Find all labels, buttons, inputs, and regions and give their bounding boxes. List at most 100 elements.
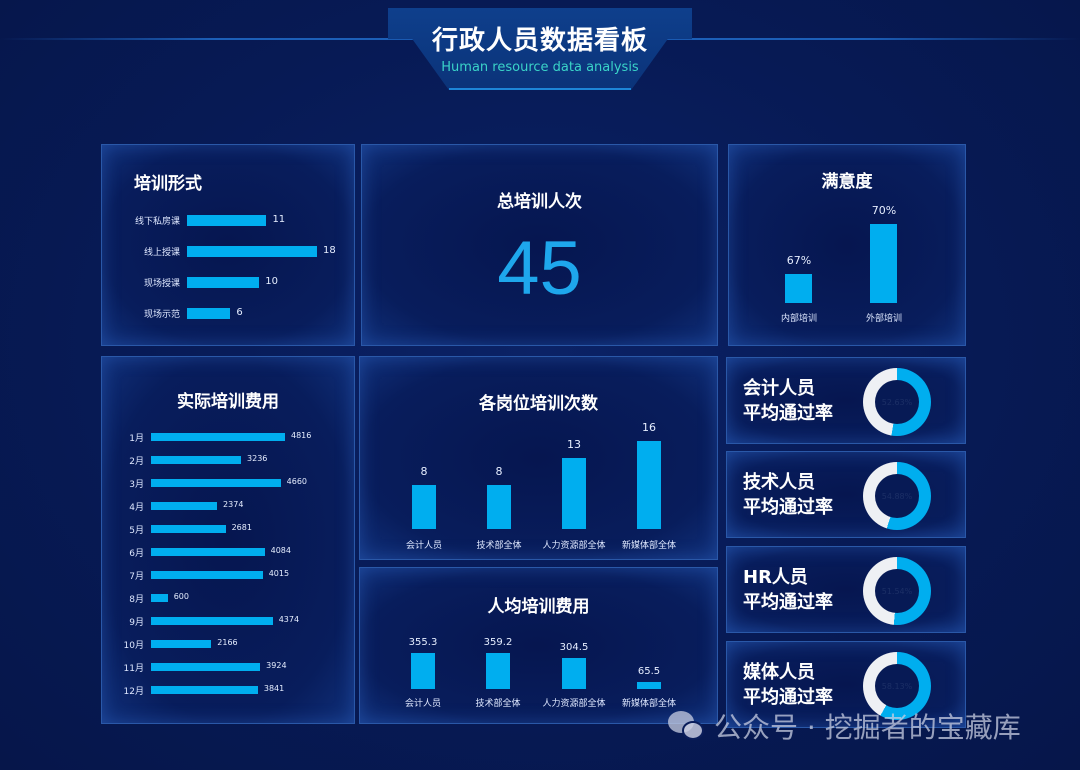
bar — [562, 457, 586, 529]
bar-value: 2374 — [223, 500, 244, 509]
pass-rate-value: 58.13% — [875, 664, 919, 708]
bar-value: 4660 — [286, 477, 308, 486]
panel-title: 人均培训费用 — [487, 597, 590, 617]
pass-rate-label-line2: 平均通过率 — [743, 497, 833, 518]
bar — [486, 653, 510, 689]
bar — [151, 640, 212, 648]
bar — [870, 224, 897, 303]
pass-rate-panel: 媒体人员 平均通过率 58.13% — [726, 641, 966, 728]
bar-value: 70% — [871, 204, 897, 217]
satisfaction-panel: 满意度 67% 内部培训 70% 外部培训 — [728, 144, 966, 346]
month-label: 3月 — [129, 480, 144, 490]
per-capita-cost-panel: 人均培训费用 355.3 会计人员 359.2 技术部全体 304.5 人力资源部全体 65… — [359, 567, 718, 724]
bar — [151, 525, 226, 533]
bar — [785, 274, 812, 303]
pass-rate-donut: 51.54% — [863, 557, 931, 625]
pass-rate-label-line1: 媒体人员 — [743, 662, 815, 683]
bar-value: 3236 — [247, 454, 268, 463]
pass-rate-donut: 52.63% — [863, 368, 931, 436]
bar-value: 359.2 — [483, 637, 513, 648]
bar — [187, 215, 267, 226]
pass-rate-panel: 技术人员平均通过率 54.88% — [726, 451, 966, 538]
training-form-panel: 培训形式 线下私房课 11 线上授课 18 现场授课 10 现场示范 6 — [101, 144, 355, 346]
bar-value: 2166 — [217, 638, 238, 647]
pass-rate-donut: 54.88% — [863, 462, 931, 530]
bar — [412, 485, 436, 529]
bar-value: 355.3 — [408, 637, 438, 649]
bar-label: 现场示范 — [143, 310, 180, 320]
panel-title: 培训形式 — [134, 174, 202, 194]
bar — [151, 548, 265, 556]
bar — [151, 433, 285, 441]
bar-label: 人力资源部全体 — [542, 699, 606, 709]
bar-value: 65.5 — [637, 666, 661, 678]
bar-value: 8 — [420, 465, 428, 478]
bar-value: 11 — [272, 214, 286, 225]
bar — [151, 663, 261, 671]
bar-value: 16 — [642, 421, 656, 434]
bar — [411, 653, 435, 689]
bar-value: 600 — [173, 592, 189, 601]
wechat-icon — [668, 711, 706, 741]
page-title: 行政人员数据看板 — [431, 26, 648, 56]
month-label: 9月 — [129, 618, 144, 628]
month-label: 6月 — [129, 549, 144, 559]
month-label: 11月 — [123, 664, 144, 674]
bar-value: 4374 — [278, 615, 300, 624]
bar — [151, 571, 263, 579]
pass-rate-label-line1: HR人员 — [743, 567, 808, 588]
bar — [487, 485, 511, 529]
watermark: 公众号 · 挖掘者的宝藏库 — [668, 706, 1021, 746]
month-label: 2月 — [129, 457, 144, 467]
bar-value: 4015 — [268, 569, 290, 578]
bar-value: 3924 — [266, 661, 287, 670]
bar — [637, 682, 661, 689]
bar-label: 线上授课 — [143, 248, 180, 258]
bar-label: 外部培训 — [865, 314, 902, 324]
panel-title: 满意度 — [821, 172, 873, 192]
bar — [151, 617, 273, 625]
position-count-panel: 各岗位培训次数 8 会计人员 8 技术部全体 13 人力资源部全体 16 新媒体部全体 — [359, 356, 718, 560]
pass-rate-value: 51.54% — [875, 569, 919, 613]
bar — [187, 277, 260, 288]
month-label: 10月 — [123, 641, 144, 651]
pass-rate-donut: 58.13% — [863, 652, 931, 720]
bar-label: 技术部全体 — [475, 699, 521, 709]
bar-label: 技术部全体 — [476, 541, 522, 551]
bar — [187, 246, 317, 257]
bar — [637, 441, 661, 529]
header-edge — [449, 88, 631, 90]
pass-rate-panel: 会计人员 平均通过率 52.63% — [726, 357, 966, 444]
bar — [151, 479, 281, 487]
pass-rate-value: 52.63% — [875, 380, 919, 424]
bar-value: 67% — [786, 254, 812, 267]
bar-value: 2681 — [231, 523, 252, 532]
bar — [187, 308, 231, 319]
pass-rate-label-line1: 会计人员 — [743, 378, 815, 399]
bar-value: 4084 — [270, 546, 291, 555]
month-label: 8月 — [129, 595, 144, 605]
pass-rate-label-line1: 技术人员 — [743, 472, 815, 493]
bar-value: 6 — [236, 307, 243, 318]
month-label: 7月 — [129, 572, 144, 582]
panel-title: 实际培训费用 — [177, 392, 279, 412]
panel-title: 总培训人次 — [497, 192, 582, 212]
bar-label: 线下私房课 — [134, 217, 180, 227]
bar — [562, 658, 586, 689]
month-label: 1月 — [129, 434, 144, 444]
bar — [151, 686, 258, 694]
bar-value: 10 — [265, 276, 278, 287]
page-subtitle: Human resource data analysis — [441, 60, 639, 75]
total-training-panel: 总培训人次 45 — [361, 144, 718, 346]
bar-label: 会计人员 — [404, 699, 441, 709]
actual-cost-panel: 实际培训费用 1月 4816 2月 3236 3月 4660 4月 2374 5月 2681 6月 4… — [101, 356, 355, 724]
bar-label: 新媒体部全体 — [621, 699, 676, 709]
month-label: 4月 — [129, 503, 144, 513]
bar — [151, 594, 168, 602]
bar-label: 会计人员 — [405, 541, 442, 551]
pass-rate-label-line2: 平均通过率 — [743, 592, 833, 613]
bar-value: 3841 — [263, 684, 285, 693]
bar-value: 13 — [567, 437, 581, 451]
bar — [151, 502, 218, 510]
bar-label: 新媒体部全体 — [621, 541, 676, 551]
